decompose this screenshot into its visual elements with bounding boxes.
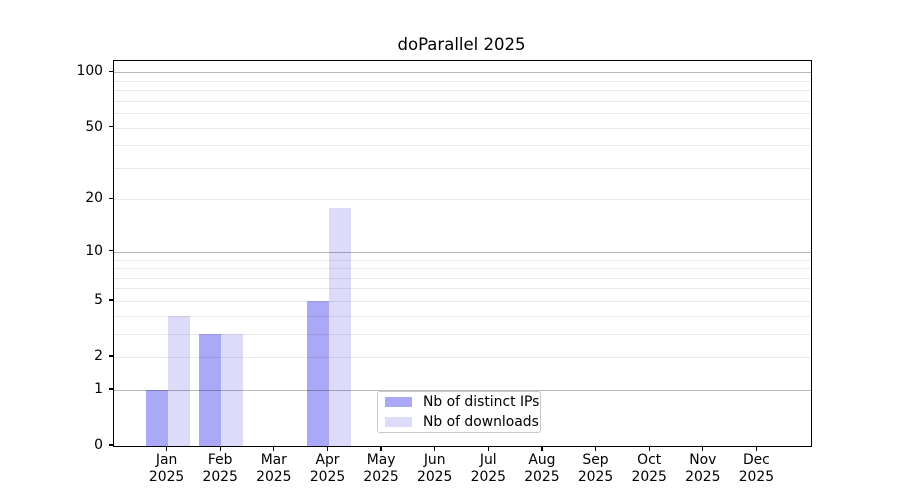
y-tick-label: 50	[85, 118, 103, 135]
gridline-minor	[114, 199, 811, 201]
gridline-minor	[114, 259, 811, 261]
gridline-minor	[114, 315, 811, 317]
x-tick-mark	[380, 446, 382, 451]
y-tick-mark	[108, 299, 113, 301]
x-tick-label: Jan 2025	[148, 452, 185, 485]
x-tick-label: Mar 2025	[256, 452, 292, 485]
gridline-major	[114, 72, 811, 74]
x-tick-label: Jul 2025	[470, 452, 506, 485]
x-tick-mark	[594, 446, 597, 451]
x-tick-mark	[326, 446, 329, 451]
x-tick-mark	[487, 446, 489, 451]
x-tick-mark	[273, 446, 275, 451]
gridline-minor	[114, 90, 811, 92]
y-tick-mark	[108, 70, 113, 72]
legend-label-downloads: Nb of downloads	[423, 414, 539, 430]
legend: Nb of distinct IPs Nb of downloads	[377, 391, 541, 433]
x-tick-label: Apr 2025	[309, 452, 346, 485]
bar-distinct-ips-jan	[145, 389, 168, 446]
bar-downloads-feb	[221, 333, 244, 446]
gridline-minor	[114, 288, 811, 290]
x-tick-label: Feb 2025	[202, 452, 238, 485]
x-tick-label: Jun 2025	[417, 452, 453, 485]
downloads-swatch	[385, 417, 412, 427]
x-tick-mark	[755, 446, 757, 451]
y-tick-label: 5	[94, 291, 103, 308]
bar-downloads-apr	[328, 207, 351, 446]
x-tick-label: Oct 2025	[631, 452, 667, 485]
y-tick-label: 1	[94, 380, 103, 397]
gridline-minor	[114, 127, 811, 129]
y-tick-label: 2	[94, 348, 103, 364]
legend-label-distinct-ips: Nb of distinct IPs	[423, 394, 540, 410]
x-tick-mark	[541, 446, 543, 451]
y-tick-label: 20	[85, 190, 103, 207]
plot-area	[113, 60, 812, 447]
legend-entry-downloads: Nb of downloads	[385, 413, 540, 431]
gridline-minor	[114, 167, 811, 169]
bar-distinct-ips-feb	[199, 333, 222, 446]
y-tick-mark	[108, 444, 113, 446]
y-tick-mark	[108, 388, 113, 390]
gridline-major	[114, 389, 811, 391]
bar-downloads-jan	[167, 315, 190, 446]
x-tick-mark	[434, 446, 436, 451]
gridline-minor	[114, 268, 811, 269]
x-tick-mark	[166, 446, 168, 451]
gridline-minor	[114, 333, 811, 335]
y-tick-label: 100	[76, 63, 103, 80]
x-tick-label: Sep 2025	[577, 452, 614, 485]
legend-entry-distinct-ips: Nb of distinct IPs	[385, 393, 540, 411]
x-tick-label: Dec 2025	[738, 452, 775, 485]
y-tick-mark	[108, 197, 113, 200]
gridline-minor	[114, 80, 811, 82]
x-tick-mark	[219, 446, 221, 451]
x-tick-label: Aug 2025	[524, 452, 560, 485]
y-tick-label: 0	[94, 437, 103, 453]
x-tick-label: Nov 2025	[685, 452, 721, 485]
gridline-major	[114, 251, 811, 253]
x-tick-mark	[648, 446, 650, 451]
x-tick-label: May 2025	[363, 452, 399, 485]
distinct-ips-swatch	[385, 397, 412, 407]
x-tick-mark	[702, 446, 704, 451]
chart-title: doParallel 2025	[397, 35, 526, 54]
gridline-minor	[114, 113, 811, 115]
gridline-minor	[114, 357, 811, 358]
y-tick-mark	[108, 250, 113, 252]
gridline-minor	[114, 277, 811, 279]
y-tick-mark	[108, 126, 113, 128]
gridline-minor	[114, 100, 811, 102]
y-tick-label: 10	[85, 242, 103, 259]
y-tick-mark	[108, 355, 113, 357]
gridline-minor	[114, 300, 811, 302]
gridline-minor	[114, 145, 811, 147]
bar-distinct-ips-apr	[306, 300, 329, 446]
